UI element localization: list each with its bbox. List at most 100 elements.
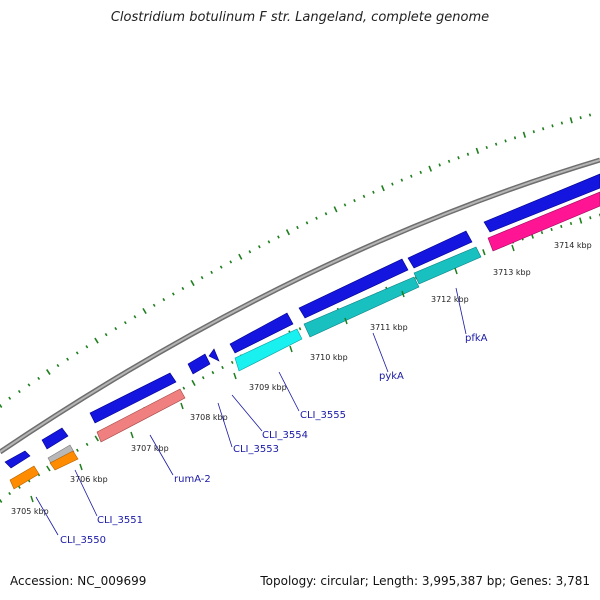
dot-mark [466,152,470,156]
dot-mark [85,442,89,447]
dot-mark [457,156,460,160]
accession-label: Accession: NC_009699 [10,574,147,588]
dot-mark [162,297,166,302]
gene-label-pyka[interactable]: pykA [379,371,404,382]
dot-mark [494,142,498,146]
cds-reverse-salmon [96,388,186,443]
dot-mark [438,163,441,167]
dot-mark [285,229,291,236]
gene-label-ruma-2[interactable]: rumA-2 [174,474,211,485]
outer-dotted-arc [0,113,592,408]
dot-mark [475,147,480,154]
dot-mark [37,376,41,381]
dot-mark [400,178,404,182]
dot-mark [66,357,70,361]
dot-mark [372,190,375,194]
cds-forward-3706 [41,427,69,450]
dot-mark [94,337,99,344]
cds-forward-3707 [89,372,177,424]
cds-reverse-orange-1 [9,465,40,490]
tick-label-3710: 3710 kbp [310,353,348,362]
dot-mark [540,230,544,235]
dot-mark [85,345,89,349]
dot-mark [181,286,185,291]
dot-mark [296,225,299,230]
cds-reverse-cyan [234,328,303,372]
dot-mark [513,136,517,140]
dot-mark [589,216,592,220]
cds-forward-3708b [208,348,220,362]
dot-mark [482,249,486,256]
dot-mark [532,130,535,134]
gene-label-cli-3550[interactable]: CLI_3550 [60,535,106,546]
dot-mark [315,216,318,220]
dot-mark [221,365,224,370]
cds-reverse-magenta [487,191,600,252]
dot-mark [211,370,215,375]
genome-backbone [0,157,600,455]
dot-mark [248,250,252,254]
cds-forward-3705 [4,450,31,469]
dot-mark [8,491,12,496]
gene-label-cli-3555[interactable]: CLI_3555 [300,410,346,421]
dot-mark [504,139,507,143]
dot-mark [419,170,423,175]
dot-mark [362,194,366,199]
dot-mark [171,292,175,296]
dot-mark [267,240,271,244]
dot-mark [75,351,79,355]
cds-forward-3714 [483,173,600,233]
dot-mark [550,227,553,232]
cds-reverse-teal-1 [303,276,420,338]
dot-mark [104,332,108,337]
dot-mark [579,217,583,224]
dot-mark [123,321,127,325]
dot-mark [56,363,60,368]
dot-mark [485,145,488,150]
inner-dotted-arc [0,213,600,503]
gene-leader-lines [35,287,467,536]
dot-mark [238,253,243,260]
dot-mark [219,265,223,269]
dot-mark [541,127,545,131]
dot-mark [229,260,233,264]
gene-label-cli-3551[interactable]: CLI_3551 [97,515,143,526]
dot-mark [94,435,99,442]
dot-mark [210,270,214,274]
dot-mark [46,465,51,472]
dot-mark [201,376,205,380]
map-title: Clostridium botulinum F str. Langeland, … [110,10,490,25]
topology-label: Topology: circular; Length: 3,995,387 bp… [260,574,590,588]
dot-mark [569,117,573,124]
genome-backbone-highlight [0,159,600,453]
tick-label-3708: 3708 kbp [190,413,228,422]
cds-reverse-teal-2 [413,246,482,285]
cds-forward-3708a [187,353,211,375]
dot-mark [410,174,413,178]
dot-mark [142,307,147,315]
dot-mark [560,121,564,125]
dot-mark [182,386,186,390]
gene-label-cli-3554[interactable]: CLI_3554 [262,430,308,441]
dot-mark [333,206,338,213]
dot-mark [191,379,196,386]
gene-label-pfka[interactable]: pfkA [465,333,488,344]
dot-mark [324,212,328,216]
dot-mark [257,245,261,249]
dot-mark [200,276,204,280]
dot-mark [152,303,156,307]
dot-mark [0,403,3,408]
dot-mark [560,224,563,229]
dot-mark [551,124,554,128]
dot-mark [447,159,451,163]
cds-forward-3710 [298,258,409,319]
dot-mark [391,182,394,186]
dot-mark [17,389,21,394]
dot-mark [133,315,137,319]
dot-mark [230,360,234,364]
gene-label-cli-3553[interactable]: CLI_3553 [233,444,279,455]
dot-mark [569,221,573,226]
dot-mark [8,396,12,400]
dot-mark [353,199,356,203]
